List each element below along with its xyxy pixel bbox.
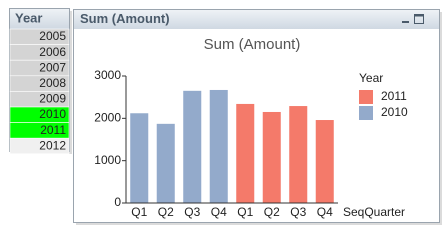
y-tick-label: 0 xyxy=(114,195,121,209)
bar xyxy=(315,120,334,203)
chart-caption xyxy=(74,10,439,29)
listbox-item-label: 2008 xyxy=(39,76,66,90)
bar xyxy=(209,89,228,203)
legend-swatch xyxy=(359,106,373,120)
y-tick-label: 3000 xyxy=(94,68,121,82)
bar xyxy=(289,106,308,203)
listbox-item-label: 2006 xyxy=(39,45,66,59)
legend-swatch xyxy=(359,90,373,104)
x-tick-label: Q4 xyxy=(317,205,333,219)
bar xyxy=(156,123,175,203)
listbox-item-label: 2011 xyxy=(40,123,66,137)
window-title: Sum (Amount) xyxy=(80,11,170,26)
legend-label: 2011 xyxy=(381,89,407,103)
bar xyxy=(236,103,255,203)
page: Year 2005 2006 2007 2008 2009 2010 2011 2012 Su… xyxy=(9,8,442,225)
y-tick-label: 1000 xyxy=(94,153,121,167)
bar xyxy=(130,113,149,203)
listbox-item-label: 2009 xyxy=(39,92,66,106)
x-axis-label: SeqQuarter xyxy=(343,205,405,219)
x-tick-label: Q1 xyxy=(237,205,253,219)
minimize-icon[interactable] xyxy=(402,21,409,23)
x-tick-label: Q1 xyxy=(131,205,147,219)
x-tick-label: Q3 xyxy=(184,205,200,219)
listbox-item-label: 2007 xyxy=(39,60,66,74)
chart: 0 1000 2000 3000 Q1 Q2 Q3 Q4 Q1 Q2 Q3 Q4 2011 2010 Seq… xyxy=(94,68,408,219)
bar xyxy=(262,111,281,203)
listbox-title: Year xyxy=(15,10,42,25)
legend-label: 2010 xyxy=(381,105,408,119)
bar xyxy=(183,90,202,203)
listbox-item-label: 2012 xyxy=(39,138,66,152)
chart-title: Sum (Amount) xyxy=(204,36,301,53)
listbox-item[interactable] xyxy=(9,137,70,155)
x-tick-label: Q4 xyxy=(211,205,227,219)
maximize-icon-bar xyxy=(414,14,424,17)
listbox-item-label: 2010 xyxy=(39,107,66,121)
x-tick-label: Q3 xyxy=(290,205,306,219)
x-tick-label: Q2 xyxy=(158,205,174,219)
listbox-item-label: 2005 xyxy=(39,29,66,43)
x-tick-label: Q2 xyxy=(264,205,280,219)
legend-title: Year xyxy=(359,71,383,85)
listbox-caption xyxy=(10,9,69,29)
y-tick-label: 2000 xyxy=(94,111,121,125)
